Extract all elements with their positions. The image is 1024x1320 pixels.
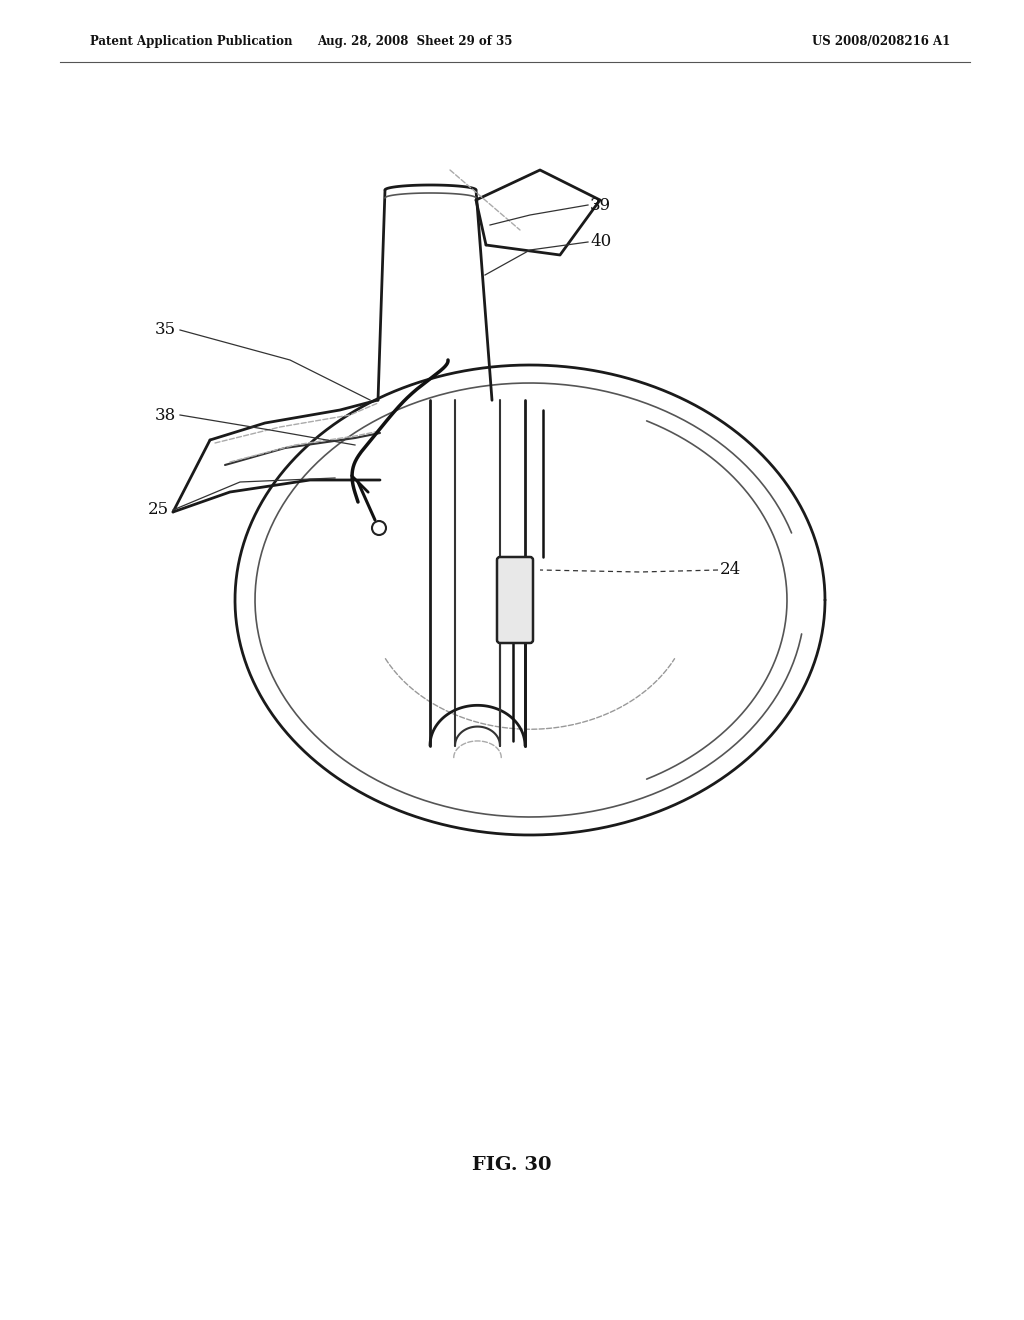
Text: US 2008/0208216 A1: US 2008/0208216 A1 [812,36,950,49]
Text: 24: 24 [720,561,741,578]
Text: 39: 39 [590,197,611,214]
FancyBboxPatch shape [497,557,534,643]
Text: 25: 25 [148,502,169,519]
Text: 38: 38 [155,407,176,424]
Text: Patent Application Publication: Patent Application Publication [90,36,293,49]
Circle shape [372,521,386,535]
Text: 35: 35 [155,322,176,338]
Text: 40: 40 [590,234,611,251]
Text: Aug. 28, 2008  Sheet 29 of 35: Aug. 28, 2008 Sheet 29 of 35 [317,36,513,49]
Text: FIG. 30: FIG. 30 [472,1156,552,1173]
